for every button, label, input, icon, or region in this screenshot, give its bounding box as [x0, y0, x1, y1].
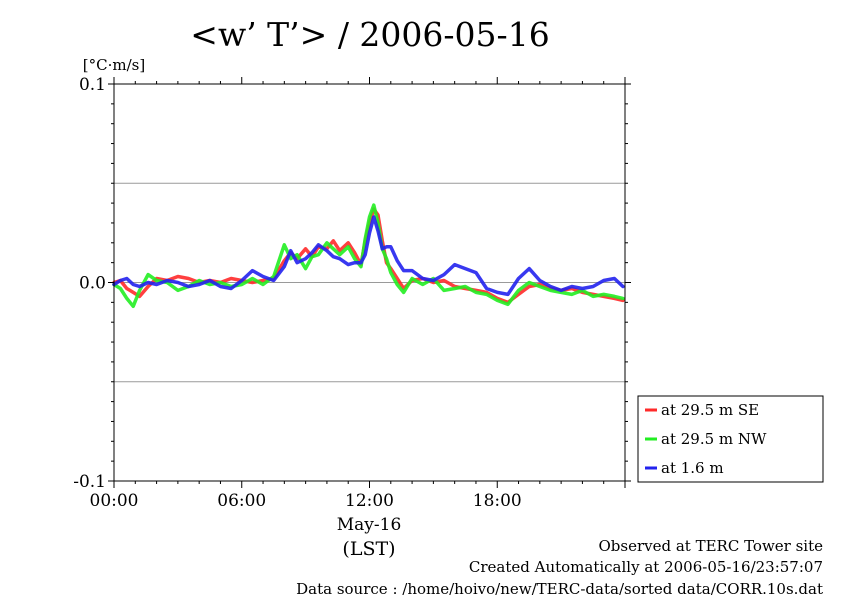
series-line-2 [112, 215, 625, 297]
y-tick-label-1: 0.0 [79, 274, 106, 294]
legend-label-1: at 29.5 m NW [661, 430, 767, 448]
x-tick-label-0: 00:00 [90, 491, 139, 511]
x-tick-label-3: 18:00 [473, 491, 522, 511]
x-tick-label-2: 12:00 [345, 491, 394, 511]
series-lines [112, 203, 625, 309]
y-tick-label-0: 0.1 [79, 75, 106, 95]
y-tick-label-2: -0.1 [73, 472, 106, 492]
x-axis-label: (LST) [342, 538, 395, 560]
legend-label-0: at 29.5 m SE [661, 401, 759, 419]
chart-title: <w’ T’> / 2006-05-16 [190, 15, 549, 54]
legend-label-2: at 1.6 m [661, 459, 724, 477]
x-axis-date-label: May-16 [337, 515, 402, 535]
axis-ticks: 0.1 0.0 -0.100:00 06:00 12:00 18:00 [73, 75, 631, 511]
legend: at 29.5 m SE at 29.5 m NW at 1.6 m [637, 395, 824, 483]
footer-created-note: Created Automatically at 2006-05-16/23:5… [469, 558, 823, 576]
footer-site-note: Observed at TERC Tower site [598, 537, 823, 555]
x-tick-label-1: 06:00 [217, 491, 266, 511]
footer-data-source: Data source : /home/hoivo/new/TERC-data/… [296, 580, 823, 595]
series-line-1 [112, 203, 625, 309]
y-axis-unit-label: [°C·m/s] [83, 56, 145, 74]
legend-box [637, 395, 824, 483]
